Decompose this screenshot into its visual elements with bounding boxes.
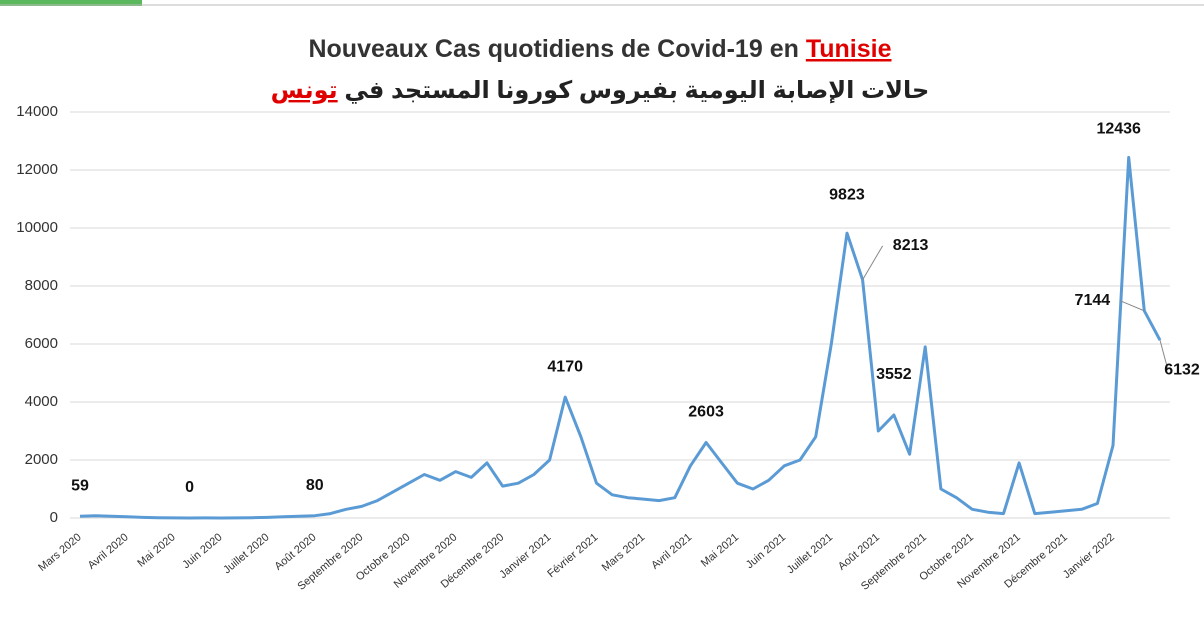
x-tick-label: Mars 2020 <box>36 531 84 574</box>
leader-line <box>862 245 884 281</box>
y-tick-label: 0 <box>50 509 58 526</box>
subtitle-highlight: تونس <box>271 77 338 104</box>
x-tick-label: Mai 2020 <box>135 531 177 569</box>
value-label: 4170 <box>547 358 583 375</box>
tab-marker <box>0 0 142 6</box>
x-tick-label: Mai 2021 <box>699 531 741 569</box>
y-tick-label: 14000 <box>16 103 58 120</box>
value-label: 59 <box>71 478 89 495</box>
value-label: 6132 <box>1164 361 1200 378</box>
x-tick-label: Mars 2021 <box>600 531 648 574</box>
leader-line <box>1120 300 1145 312</box>
value-label: 9823 <box>829 186 865 203</box>
x-tick-label: Janvier 2022 <box>1061 531 1117 581</box>
y-tick-label: 10000 <box>16 219 58 236</box>
x-tick-label: Juillet 2020 <box>221 531 271 576</box>
x-tick-label: Janvier 2021 <box>497 531 553 581</box>
value-label: 8213 <box>893 237 929 254</box>
x-tick-label: Août 2021 <box>836 531 882 572</box>
value-label: 7144 <box>1075 292 1111 309</box>
chart-subtitle: حالات الإصابة اليومية بفيروس كورونا المس… <box>271 77 930 104</box>
title-highlight: Tunisie <box>806 35 892 63</box>
value-label: 0 <box>185 479 194 496</box>
value-label: 80 <box>306 477 324 494</box>
y-tick-label: 8000 <box>25 277 58 294</box>
y-tick-label: 6000 <box>25 335 58 352</box>
subtitle-text: حالات الإصابة اليومية بفيروس كورونا المس… <box>344 77 929 104</box>
y-tick-label: 2000 <box>25 451 58 468</box>
x-tick-label: Avril 2020 <box>86 531 131 572</box>
y-tick-label: 12000 <box>16 161 58 178</box>
x-tick-label: Août 2020 <box>272 531 318 572</box>
title-text: Nouveaux Cas quotidiens de Covid-19 en <box>308 35 798 63</box>
leader-line <box>1159 340 1169 371</box>
value-label: 3552 <box>876 366 912 383</box>
chart-title: Nouveaux Cas quotidiens de Covid-19 en T… <box>308 35 891 63</box>
y-tick-label: 4000 <box>25 393 58 410</box>
x-tick-label: Juillet 2021 <box>785 531 835 576</box>
x-tick-label: Juin 2021 <box>744 531 788 571</box>
x-tick-label: Février 2021 <box>545 531 600 580</box>
x-tick-label: Juin 2020 <box>180 531 224 571</box>
value-label: 12436 <box>1096 121 1141 138</box>
value-label: 2603 <box>688 404 724 421</box>
data-line <box>79 155 1162 520</box>
x-tick-label: Avril 2021 <box>649 531 694 572</box>
